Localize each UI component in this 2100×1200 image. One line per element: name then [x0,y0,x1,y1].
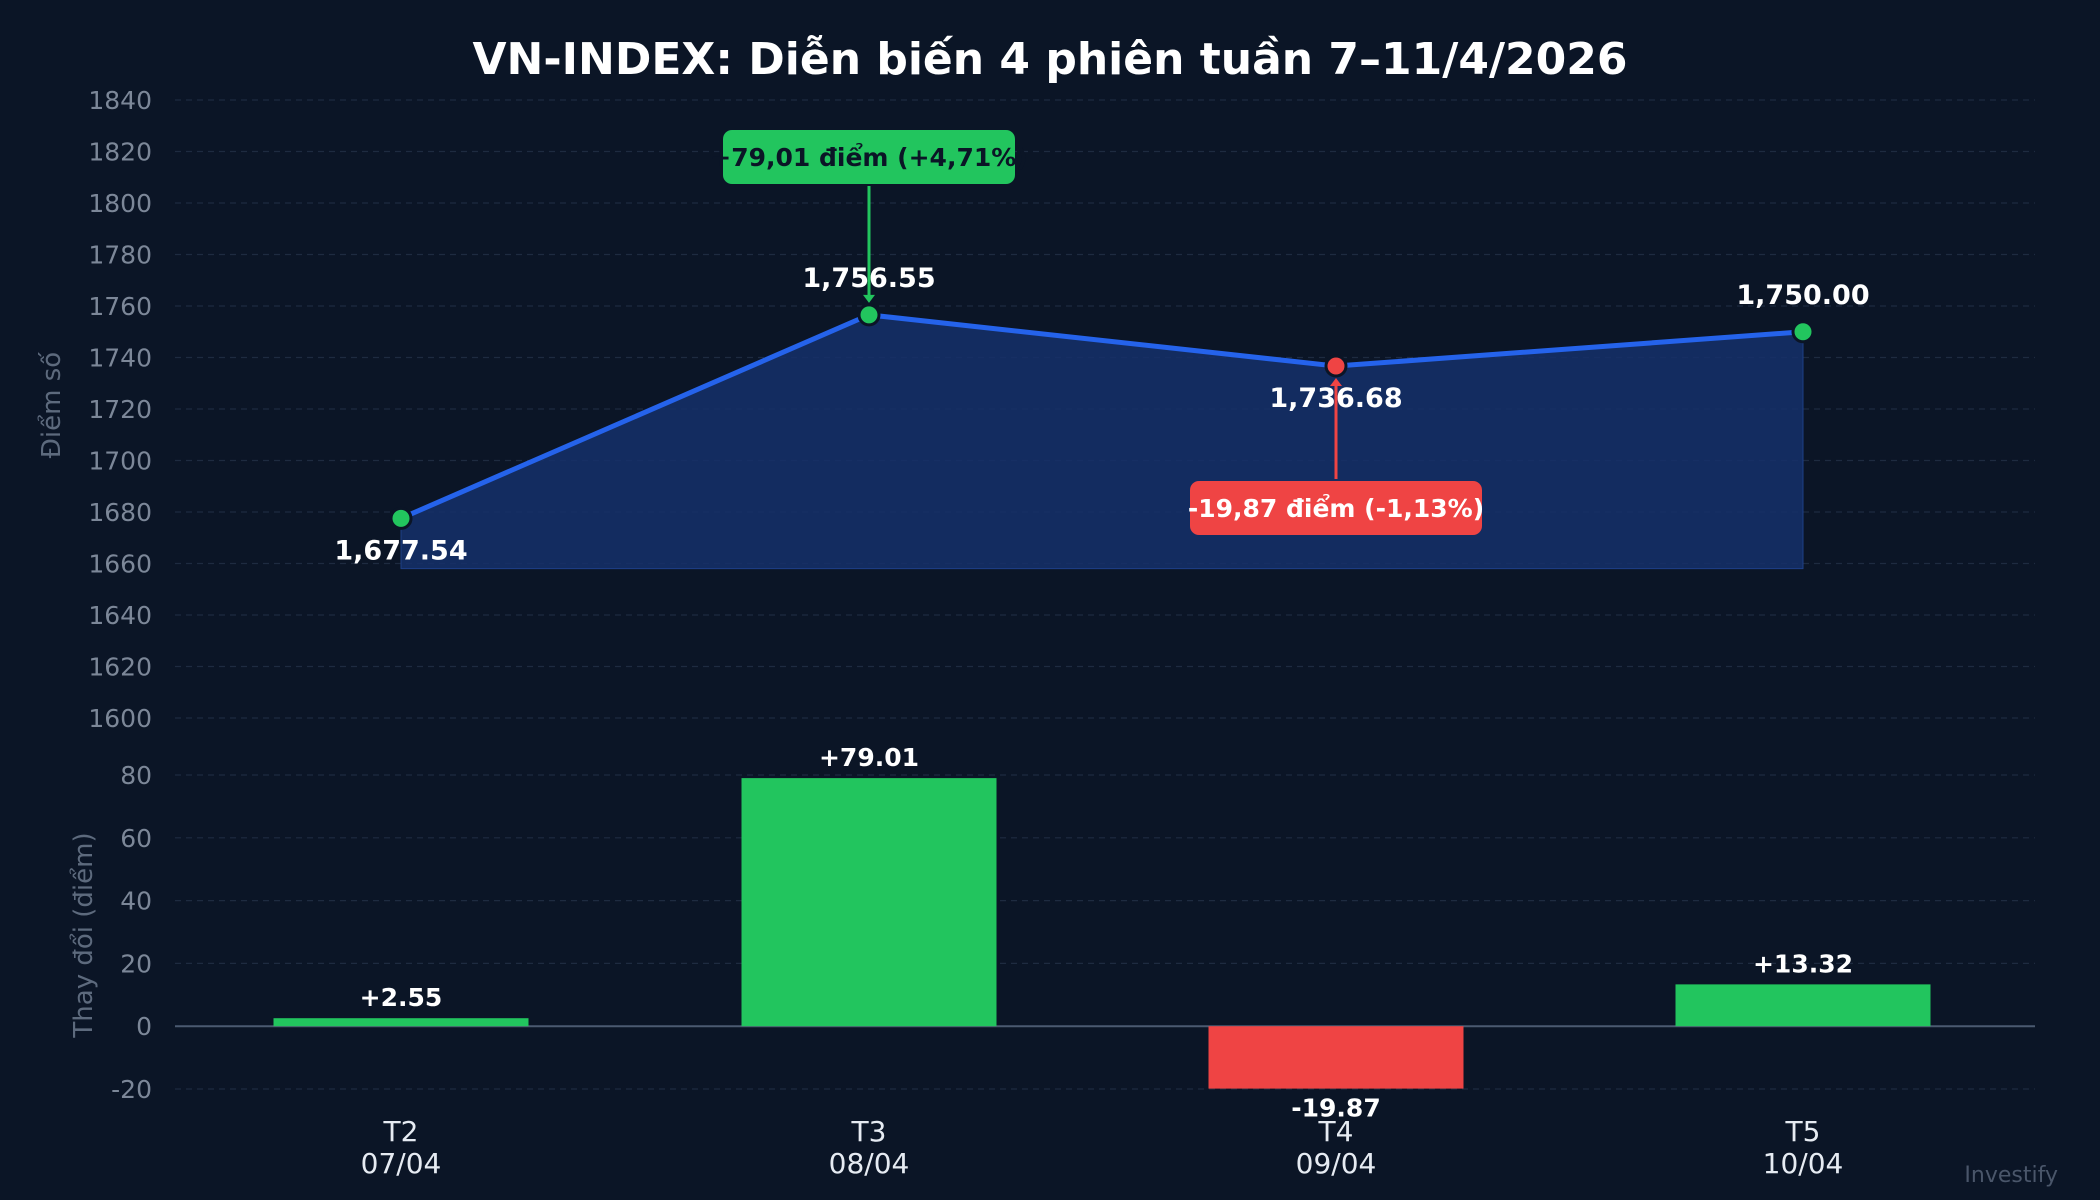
bar-value-label: +13.32 [1753,949,1853,978]
y-tick-label: 1840 [88,86,152,115]
point-value-label: 1,750.00 [1736,280,1869,311]
y-tick-label: 20 [120,949,152,978]
value-labels: 1,677.54 1,756.55 1,736.68 1,750.00 +2.55 +79… [334,263,1869,1123]
y-tick-label: 1660 [88,550,152,579]
callout-text: -19,87 điểm (-1,13%) [1188,493,1484,523]
x-tick-label: T3 08/04 [829,1115,910,1180]
bar-value-label: +79.01 [819,743,919,772]
y-tick-label: 1700 [88,447,152,476]
x-tick-line: T4 [1318,1115,1354,1148]
x-tick-line: 07/04 [361,1147,442,1180]
y-tick-label: 1800 [88,189,152,218]
change-bar [741,778,997,1027]
y-tick-label: 1680 [88,498,152,527]
callout-box [1190,481,1482,535]
x-tick-label: T5 10/04 [1763,1115,1844,1180]
bar-value-label: +2.55 [360,983,443,1012]
y-tick-label: 1820 [88,138,152,167]
y-tick-label: 60 [120,824,152,853]
x-tick-label: T2 07/04 [361,1115,442,1180]
y-tick-label: 1620 [88,653,152,682]
change-bar [1208,1026,1464,1089]
x-tick-line: 10/04 [1763,1147,1844,1180]
x-tick-line: T3 [851,1115,887,1148]
callout-text: +79,01 điểm (+4,71%) [710,142,1027,172]
point-value-label: 1,677.54 [334,535,467,566]
x-tick-line: 09/04 [1296,1147,1377,1180]
data-point [857,303,881,327]
data-point [1791,320,1815,344]
callout-box [723,130,1015,184]
chart-title: VN-INDEX: Diễn biến 4 phiên tuần 7–11/4/… [473,34,1628,85]
line-chart-series [389,303,1815,530]
watermark: Investify [1964,1163,2058,1188]
y-tick-label: 1780 [88,241,152,270]
bar-chart-ylabel: Thay đổi (điểm) [68,832,99,1038]
bar-chart-bars [273,778,1931,1089]
x-tick-line: T5 [1785,1115,1821,1148]
y-tick-label: 1740 [88,344,152,373]
y-tick-label: 40 [120,887,152,916]
line-chart-area [400,314,1804,570]
y-tick-label: 1760 [88,292,152,321]
x-tick-line: 08/04 [829,1147,910,1180]
y-tick-label: 1720 [88,395,152,424]
y-tick-label: 80 [120,761,152,790]
data-point [389,506,413,530]
point-value-label: 1,756.55 [802,263,935,294]
line-chart-callouts: +79,01 điểm (+4,71%) -19,87 điểm (-1,13%) [710,130,1484,535]
bar-chart-grid: -20 0 20 40 60 80 [111,761,2035,1104]
x-axis-ticks: T2 07/04 T3 08/04 T4 09/04 T5 10/04 [361,1115,1844,1180]
bar-value-label: -19.87 [1291,1094,1380,1123]
x-tick-line: T2 [383,1115,419,1148]
x-tick-label: T4 09/04 [1296,1115,1377,1180]
point-value-label: 1,736.68 [1269,383,1402,414]
y-tick-label: 0 [136,1012,152,1041]
line-chart-ylabel: Điểm số [36,352,67,459]
y-tick-label: 1600 [88,704,152,733]
y-tick-label: 1640 [88,601,152,630]
change-bar [1675,984,1931,1027]
y-tick-label: -20 [111,1075,152,1104]
index-line [400,312,1804,521]
callout-arrowhead [1330,378,1342,387]
data-point [1324,354,1348,378]
change-bar [273,1018,529,1027]
area-fill [400,314,1804,570]
callout-arrowhead [863,294,875,303]
